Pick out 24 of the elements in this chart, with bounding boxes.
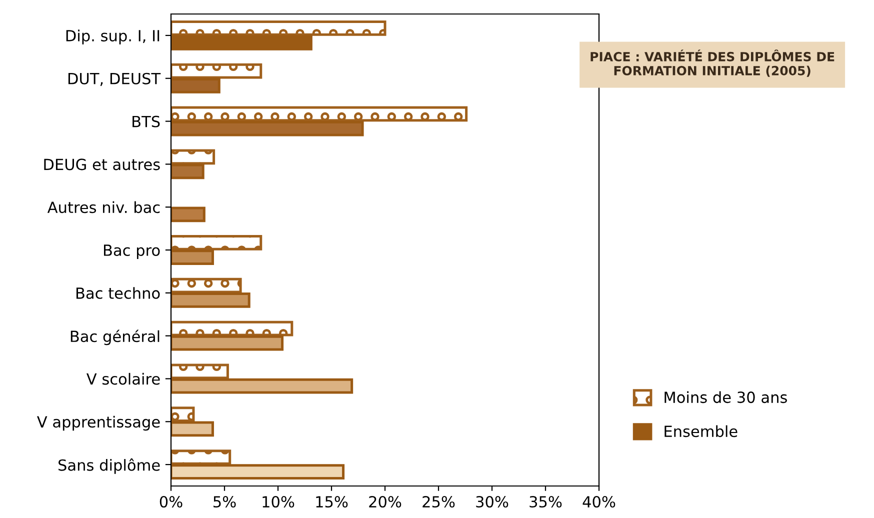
x-tick-label: 30% <box>476 496 508 508</box>
x-tick-label: 5% <box>214 496 236 508</box>
y-tick-label: Bac pro <box>104 244 160 259</box>
y-tick-label: Autres niv. bac <box>47 201 160 214</box>
text: PIACE : VARIÉTÉ DES DIPLÔMES DE FORMATION INITIALE (2005) <box>590 50 834 77</box>
y-tick-label: Bac techno <box>76 287 160 299</box>
y-tick-label: DUT, DEUST <box>68 72 161 86</box>
x-tick-label: 20% <box>369 496 402 508</box>
y-tick-label: Dip. sup. I, II <box>66 30 160 44</box>
x-tick-label: 0% <box>160 496 182 508</box>
legend-label: Ensemble <box>664 425 738 438</box>
x-tick-label: 10% <box>262 496 294 508</box>
x-tick-label: 35% <box>530 496 562 508</box>
y-tick-label: Sans diplôme <box>58 458 160 474</box>
legend-label: Moins de 30 ans <box>664 391 787 404</box>
y-tick-label: V scolaire <box>86 372 160 385</box>
y-tick-label: DEUG et autres <box>44 158 160 170</box>
x-tick-label: 25% <box>422 496 455 508</box>
y-tick-label: V apprentissage <box>37 416 160 431</box>
y-tick-label: Bac général <box>70 330 160 346</box>
x-tick-label: 40% <box>582 496 616 508</box>
y-tick-label: BTS <box>132 116 160 128</box>
bar <box>171 206 206 222</box>
x-tick-label: 15% <box>316 496 348 508</box>
